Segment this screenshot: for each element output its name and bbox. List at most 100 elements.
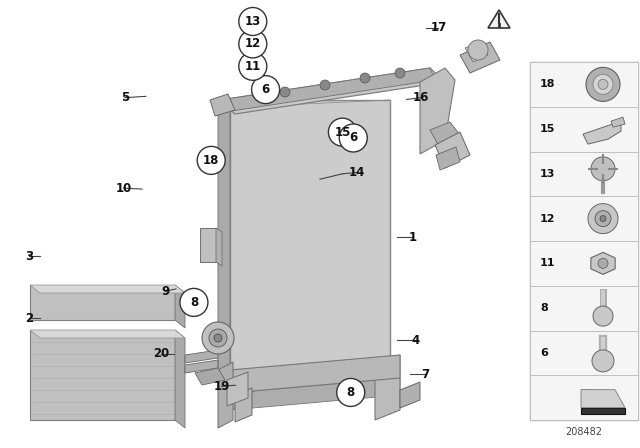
Polygon shape (175, 330, 185, 428)
Polygon shape (435, 132, 470, 168)
Bar (530, 286, 638, 331)
Text: 18: 18 (203, 154, 220, 167)
Polygon shape (230, 355, 400, 393)
Text: 20: 20 (153, 347, 170, 361)
Polygon shape (185, 350, 218, 363)
Circle shape (595, 211, 611, 227)
Polygon shape (581, 408, 625, 414)
Polygon shape (30, 285, 175, 320)
Circle shape (591, 157, 615, 181)
Polygon shape (488, 10, 510, 28)
Polygon shape (581, 390, 625, 408)
Polygon shape (583, 121, 621, 144)
Polygon shape (218, 100, 390, 108)
Text: 6: 6 (349, 131, 357, 145)
Circle shape (598, 258, 608, 268)
Text: 11: 11 (244, 60, 261, 73)
Circle shape (197, 146, 225, 174)
Circle shape (209, 329, 227, 347)
Circle shape (239, 52, 267, 80)
Polygon shape (420, 68, 455, 154)
Text: 3: 3 (25, 250, 33, 263)
Polygon shape (220, 68, 445, 114)
Polygon shape (581, 390, 625, 408)
Text: 5: 5 (121, 91, 129, 104)
Bar (530, 107, 638, 151)
Circle shape (592, 350, 614, 372)
Polygon shape (465, 42, 488, 62)
Circle shape (239, 8, 267, 35)
Text: 17: 17 (430, 21, 447, 34)
Bar (530, 241, 638, 286)
Bar (530, 331, 638, 375)
Text: 6: 6 (540, 348, 548, 358)
Circle shape (328, 118, 356, 146)
Text: 11: 11 (540, 258, 556, 268)
Text: 16: 16 (412, 91, 429, 104)
Circle shape (468, 40, 488, 60)
Polygon shape (611, 117, 625, 127)
Polygon shape (216, 228, 222, 266)
Text: 8: 8 (540, 303, 548, 313)
Polygon shape (220, 68, 435, 112)
Polygon shape (460, 42, 500, 73)
Polygon shape (218, 100, 230, 378)
Circle shape (593, 74, 613, 95)
Polygon shape (591, 252, 615, 274)
Bar (530, 151, 638, 196)
Bar (530, 62, 638, 107)
Circle shape (214, 334, 222, 342)
Polygon shape (195, 368, 225, 385)
Text: 4: 4 (412, 334, 420, 347)
Polygon shape (400, 382, 420, 408)
Circle shape (202, 322, 234, 354)
Text: 10: 10 (115, 181, 132, 195)
Text: 15: 15 (334, 125, 351, 139)
Text: 2: 2 (25, 311, 33, 325)
Text: 6: 6 (262, 83, 269, 96)
Circle shape (586, 67, 620, 101)
Circle shape (593, 306, 613, 326)
Circle shape (280, 87, 290, 97)
Polygon shape (375, 355, 400, 420)
Text: 13: 13 (244, 15, 261, 28)
Polygon shape (210, 94, 235, 116)
Circle shape (239, 30, 267, 58)
Polygon shape (30, 285, 185, 293)
Polygon shape (430, 122, 460, 148)
Circle shape (180, 289, 208, 316)
Text: 13: 13 (540, 169, 556, 179)
Polygon shape (218, 362, 233, 428)
Bar (530, 62, 638, 420)
Polygon shape (230, 378, 400, 410)
Circle shape (320, 80, 330, 90)
Circle shape (588, 204, 618, 233)
Circle shape (252, 76, 280, 103)
Circle shape (598, 79, 608, 89)
Text: 7: 7 (422, 367, 429, 381)
Circle shape (337, 379, 365, 406)
Polygon shape (175, 285, 185, 328)
Text: 1: 1 (409, 231, 417, 244)
Text: 15: 15 (540, 124, 556, 134)
Circle shape (600, 215, 606, 222)
Text: 8: 8 (190, 296, 198, 309)
Text: 14: 14 (349, 166, 365, 179)
Text: 208482: 208482 (566, 427, 602, 437)
Bar (530, 375, 638, 420)
Circle shape (339, 124, 367, 152)
Text: 19: 19 (213, 379, 230, 393)
Polygon shape (230, 100, 390, 370)
Text: 18: 18 (540, 79, 556, 89)
Polygon shape (436, 147, 460, 170)
Text: 12: 12 (244, 37, 261, 51)
Polygon shape (235, 388, 252, 422)
Polygon shape (200, 228, 216, 262)
Text: 9: 9 (161, 284, 169, 298)
Text: 8: 8 (347, 386, 355, 399)
Circle shape (395, 68, 405, 78)
Circle shape (360, 73, 370, 83)
Polygon shape (227, 372, 248, 406)
Polygon shape (185, 360, 218, 373)
Bar (530, 196, 638, 241)
